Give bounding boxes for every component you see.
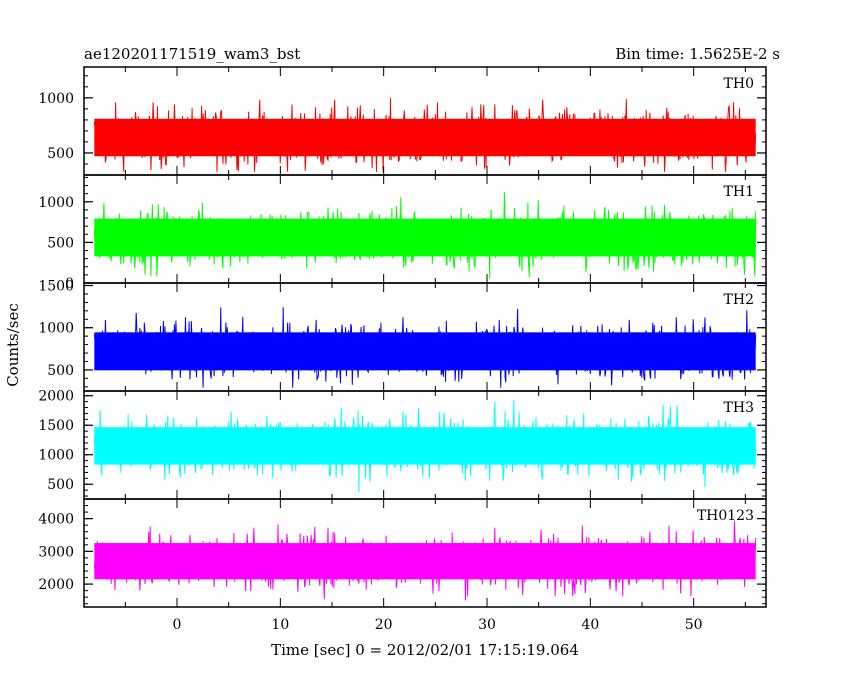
y-tick-label: 500 <box>47 477 74 493</box>
y-tick-label: 0 <box>65 276 74 292</box>
panel-label: TH0123 <box>697 508 754 524</box>
panel-label: TH0 <box>724 76 754 92</box>
x-tick-label: 30 <box>478 617 496 633</box>
y-tick-label: 1500 <box>38 279 74 295</box>
panels: 500 1000 TH0 0 500 1000 TH1 500 1000 1500 TH2 500 10… <box>38 66 767 608</box>
series-core-th3 <box>94 427 756 465</box>
y-axis-label: Counts/sec <box>4 303 22 387</box>
panel-th1: 0 500 1000 TH1 <box>38 174 767 292</box>
x-tick-label: 40 <box>581 617 599 633</box>
panel-th0: 500 1000 TH0 <box>38 66 767 176</box>
y-tick-label: 500 <box>47 235 74 251</box>
x-axis-label: Time [sec] 0 = 2012/02/01 17:15:19.064 <box>271 641 579 659</box>
panel-frame <box>83 498 767 608</box>
chart-title: ae120201171519_wam3_bst <box>84 45 300 63</box>
x-tick-label: 50 <box>685 617 703 633</box>
bin-time-label: Bin time: 1.5625E-2 s <box>615 45 780 63</box>
y-tick-label: 2000 <box>38 389 74 405</box>
x-axis-ticks: 0 10 20 30 40 50 <box>173 617 703 633</box>
panel-label: TH3 <box>724 400 754 416</box>
y-tick-label: 2000 <box>38 577 74 593</box>
y-tick-label: 1000 <box>38 195 74 211</box>
series-core-th2 <box>94 332 756 371</box>
y-tick-label: 500 <box>47 146 74 162</box>
panel-th3: 500 1000 1500 2000 TH3 <box>38 389 767 500</box>
y-tick-label: 1000 <box>38 448 74 464</box>
y-tick-label: 4000 <box>38 512 74 528</box>
x-tick-label: 10 <box>271 617 289 633</box>
y-tick-label: 1000 <box>38 321 74 337</box>
panel-label: TH2 <box>724 292 754 308</box>
series-core-th0123 <box>94 543 756 580</box>
panel-th2: 500 1000 1500 TH2 <box>38 279 767 392</box>
x-tick-label: 0 <box>173 617 182 633</box>
series-core-th1 <box>94 218 756 257</box>
panel-th0123: 2000 3000 4000 TH0123 <box>38 498 767 608</box>
x-tick-label: 20 <box>375 617 393 633</box>
panel-label: TH1 <box>724 184 754 200</box>
series-core-th0 <box>94 118 756 157</box>
y-tick-label: 1500 <box>38 418 74 434</box>
y-tick-label: 1000 <box>38 91 74 107</box>
y-tick-label: 500 <box>47 363 74 379</box>
y-tick-label: 3000 <box>38 544 74 560</box>
